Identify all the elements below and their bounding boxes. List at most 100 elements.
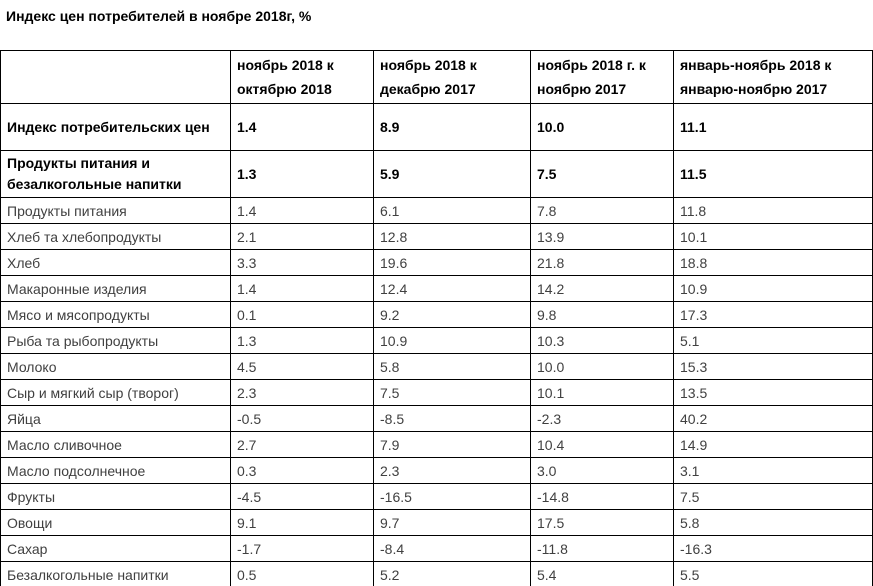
table-row: Хлеб та хлебопродукты 2.1 12.8 13.9 10.1 — [0, 223, 873, 250]
value-cell: 11.1 — [673, 103, 873, 151]
value-cell: 1.4 — [230, 103, 374, 151]
value-cell: 1.4 — [230, 197, 374, 224]
table-row: Хлеб 3.3 19.6 21.8 18.8 — [0, 249, 873, 276]
row-label: Мясо и мясопродукты — [0, 301, 231, 328]
page-title: Индекс цен потребителей в ноябре 2018г, … — [6, 8, 312, 24]
value-cell: -2.3 — [530, 405, 674, 432]
value-cell: 10.9 — [673, 275, 873, 302]
row-label: Овощи — [0, 509, 231, 536]
table-row: Масло подсолнечное 0.3 2.3 3.0 3.1 — [0, 457, 873, 484]
value-cell: 2.7 — [230, 431, 374, 458]
table-row: Сахар -1.7 -8.4 -11.8 -16.3 — [0, 535, 873, 562]
value-cell: 10.3 — [530, 327, 674, 354]
value-cell: 9.2 — [373, 301, 531, 328]
row-label: Индекс потребительских цен — [0, 103, 231, 151]
value-cell: 8.9 — [373, 103, 531, 151]
table-row: Продукты питания и безалкогольные напитк… — [0, 150, 873, 198]
value-cell: 21.8 — [530, 249, 674, 276]
value-cell: 12.4 — [373, 275, 531, 302]
value-cell: 9.1 — [230, 509, 374, 536]
value-cell: -4.5 — [230, 483, 374, 510]
value-cell: 7.5 — [530, 150, 674, 198]
value-cell: 15.3 — [673, 353, 873, 380]
row-label: Продукты питания — [0, 197, 231, 224]
value-cell: 1.4 — [230, 275, 374, 302]
value-cell: -0.5 — [230, 405, 374, 432]
value-cell: -1.7 — [230, 535, 374, 562]
value-cell: 17.5 — [530, 509, 674, 536]
value-cell: 10.1 — [530, 379, 674, 406]
value-cell: 18.8 — [673, 249, 873, 276]
value-cell: 2.3 — [230, 379, 374, 406]
value-cell: 7.5 — [373, 379, 531, 406]
table-row: Безалкогольные напитки 0.5 5.2 5.4 5.5 — [0, 561, 873, 586]
value-cell: -8.4 — [373, 535, 531, 562]
value-cell: 10.1 — [673, 223, 873, 250]
value-cell: 7.5 — [673, 483, 873, 510]
value-cell: 3.1 — [673, 457, 873, 484]
row-label: Масло подсолнечное — [0, 457, 231, 484]
value-cell: 14.2 — [530, 275, 674, 302]
value-cell: 7.9 — [373, 431, 531, 458]
value-cell: 0.1 — [230, 301, 374, 328]
value-cell: 10.9 — [373, 327, 531, 354]
value-cell: 2.3 — [373, 457, 531, 484]
table-header-row: ноябрь 2018 к октябрю 2018 ноябрь 2018 к … — [0, 50, 873, 104]
table-row: Рыба та рыбопродукты 1.3 10.9 10.3 5.1 — [0, 327, 873, 354]
table-row: Макаронные изделия 1.4 12.4 14.2 10.9 — [0, 275, 873, 302]
value-cell: 12.8 — [373, 223, 531, 250]
row-label: Яйца — [0, 405, 231, 432]
row-label: Масло сливочное — [0, 431, 231, 458]
table-row: Продукты питания 1.4 6.1 7.8 11.8 — [0, 197, 873, 224]
value-cell: 3.0 — [530, 457, 674, 484]
value-cell: -14.8 — [530, 483, 674, 510]
table-row: Масло сливочное 2.7 7.9 10.4 14.9 — [0, 431, 873, 458]
value-cell: 11.5 — [673, 150, 873, 198]
value-cell: -8.5 — [373, 405, 531, 432]
value-cell: -16.5 — [373, 483, 531, 510]
value-cell: 40.2 — [673, 405, 873, 432]
value-cell: 10.0 — [530, 103, 674, 151]
value-cell: 13.9 — [530, 223, 674, 250]
value-cell: 5.5 — [673, 561, 873, 586]
column-header: ноябрь 2018 г. к ноябрю 2017 — [530, 50, 674, 104]
value-cell: 9.7 — [373, 509, 531, 536]
row-label: Макаронные изделия — [0, 275, 231, 302]
value-cell: 17.3 — [673, 301, 873, 328]
value-cell: 10.4 — [530, 431, 674, 458]
table-row: Индекс потребительских цен 1.4 8.9 10.0 11.1 — [0, 103, 873, 151]
row-label: Рыба та рыбопродукты — [0, 327, 231, 354]
column-header: ноябрь 2018 к декабрю 2017 — [373, 50, 531, 104]
table-row: Фрукты -4.5 -16.5 -14.8 7.5 — [0, 483, 873, 510]
value-cell: 0.5 — [230, 561, 374, 586]
value-cell: 11.8 — [673, 197, 873, 224]
corner-cell — [0, 50, 231, 104]
value-cell: 7.8 — [530, 197, 674, 224]
value-cell: 2.1 — [230, 223, 374, 250]
row-label: Хлеб та хлебопродукты — [0, 223, 231, 250]
value-cell: 5.1 — [673, 327, 873, 354]
column-header: январь-ноябрь 2018 к январю-ноябрю 2017 — [673, 50, 873, 104]
value-cell: -16.3 — [673, 535, 873, 562]
value-cell: 0.3 — [230, 457, 374, 484]
value-cell: 1.3 — [230, 150, 374, 198]
value-cell: 5.8 — [673, 509, 873, 536]
value-cell: 3.3 — [230, 249, 374, 276]
value-cell: 19.6 — [373, 249, 531, 276]
value-cell: 5.8 — [373, 353, 531, 380]
value-cell: 10.0 — [530, 353, 674, 380]
value-cell: 14.9 — [673, 431, 873, 458]
row-label: Хлеб — [0, 249, 231, 276]
value-cell: 6.1 — [373, 197, 531, 224]
table-row: Мясо и мясопродукты 0.1 9.2 9.8 17.3 — [0, 301, 873, 328]
value-cell: 13.5 — [673, 379, 873, 406]
row-label: Продукты питания и безалкогольные напитк… — [0, 150, 231, 198]
value-cell: 5.9 — [373, 150, 531, 198]
value-cell: 5.2 — [373, 561, 531, 586]
row-label: Безалкогольные напитки — [0, 561, 231, 586]
table-row: Молоко 4.5 5.8 10.0 15.3 — [0, 353, 873, 380]
column-header: ноябрь 2018 к октябрю 2018 — [230, 50, 374, 104]
table-row: Сыр и мягкий сыр (творог) 2.3 7.5 10.1 13.5 — [0, 379, 873, 406]
row-label: Молоко — [0, 353, 231, 380]
